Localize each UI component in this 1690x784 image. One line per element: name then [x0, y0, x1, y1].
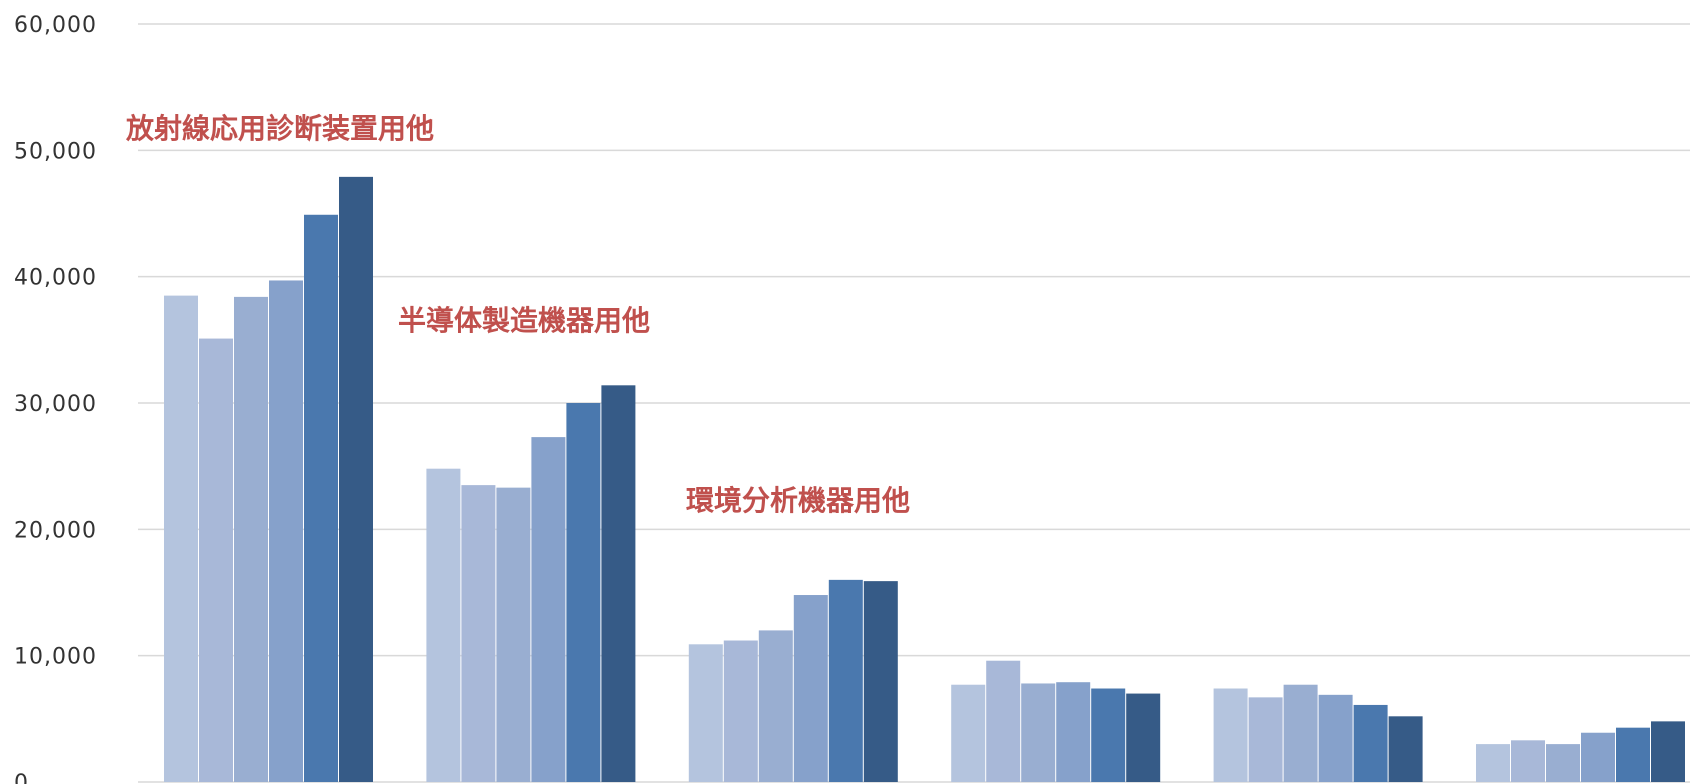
bar-group-3-series-2: [723, 640, 758, 782]
bar-group-5-series-4: [1318, 694, 1353, 782]
gridlines: [138, 23, 1690, 783]
y-axis-tick-labels: 0 10,000 20,000 30,000 40,000 50,000 60,000: [14, 13, 97, 784]
y-tick-label: 50,000: [14, 139, 97, 164]
bar-group-2-series-4: [531, 437, 566, 782]
y-tick-label: 0: [14, 771, 29, 784]
y-tick-label: 30,000: [14, 392, 97, 417]
bar-group-3-series-4: [793, 595, 828, 782]
annotation-1: 放射線応用診断装置用他: [125, 112, 434, 145]
bar-group-1-series-3: [234, 296, 268, 782]
bar-group-4-series-1: [951, 684, 986, 782]
bar-group-4-series-2: [986, 660, 1021, 782]
bar-group-1-series-1: [164, 295, 198, 782]
bar-group-4-series-5: [1091, 688, 1126, 782]
annotation-3: 環境分析機器用他: [686, 484, 910, 517]
bar-group-2-series-6: [601, 385, 636, 782]
bar-group-3-series-1: [688, 644, 723, 782]
bars: [164, 176, 1685, 783]
bar-group-6-series-5: [1616, 727, 1650, 782]
bar-group-1-series-4: [269, 280, 303, 782]
bar-group-4-series-6: [1126, 693, 1161, 782]
bar-group-1-series-2: [199, 338, 233, 782]
bar-group-2-series-2: [461, 485, 496, 782]
bar-group-5-series-1: [1213, 688, 1248, 782]
y-tick-label: 40,000: [14, 266, 97, 291]
bar-group-5-series-3: [1283, 684, 1318, 782]
bar-group-2-series-5: [566, 403, 601, 782]
y-tick-label: 20,000: [14, 518, 97, 543]
bar-group-5-series-5: [1353, 704, 1388, 782]
bar-group-6-series-1: [1476, 744, 1510, 782]
bar-group-1-series-6: [339, 176, 373, 782]
bar-group-1-series-5: [304, 214, 338, 783]
category-annotations: 放射線応用診断装置用他 半導体製造機器用他 環境分析機器用他: [125, 112, 910, 517]
bar-group-3-series-6: [863, 581, 898, 782]
annotation-2: 半導体製造機器用他: [398, 304, 650, 337]
y-tick-label: 10,000: [14, 645, 97, 670]
bar-group-6-series-4: [1581, 732, 1615, 782]
bar-group-4-series-4: [1056, 682, 1091, 782]
bar-group-6-series-6: [1651, 721, 1685, 782]
bar-group-5-series-6: [1388, 716, 1423, 782]
bar-group-2-series-3: [496, 487, 531, 782]
bar-group-4-series-3: [1021, 683, 1056, 782]
bar-group-2-series-1: [426, 468, 461, 782]
bar-group-3-series-5: [828, 579, 863, 782]
bar-group-6-series-2: [1511, 740, 1545, 782]
bar-group-3-series-3: [758, 630, 793, 782]
bar-group-6-series-3: [1546, 744, 1580, 782]
y-tick-label: 60,000: [14, 13, 97, 38]
bar-group-5-series-2: [1248, 697, 1283, 782]
